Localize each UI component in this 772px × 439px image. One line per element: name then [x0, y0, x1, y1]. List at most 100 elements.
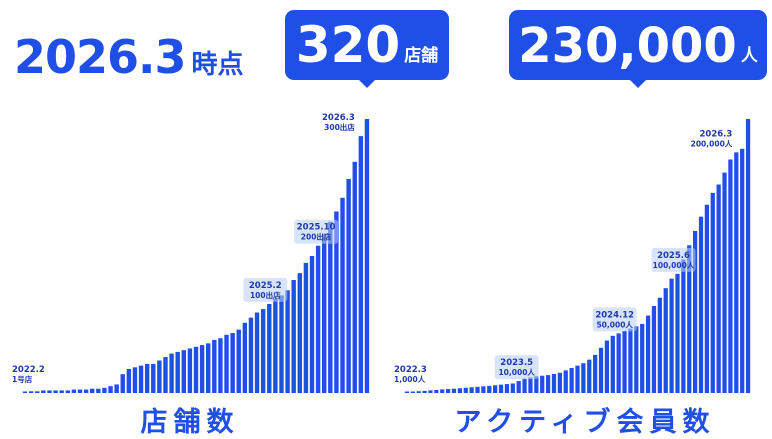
member-bar	[475, 386, 480, 393]
store-bar	[41, 390, 46, 393]
store-bar	[151, 363, 156, 393]
member-bar	[728, 159, 733, 393]
store-annotation-count: 200出店	[301, 232, 332, 242]
store-bar	[163, 357, 168, 393]
store-bar	[334, 211, 339, 393]
store-bar	[364, 119, 370, 393]
store-bar	[285, 290, 290, 393]
member-annotation-date: 2025.6	[657, 251, 690, 261]
store-bar	[218, 338, 223, 393]
store-bar	[53, 390, 58, 393]
member-bar	[551, 373, 557, 393]
store-bar	[273, 298, 278, 393]
store-bar	[22, 391, 28, 393]
store-annotation-date: 2022.2	[12, 365, 45, 375]
member-bar	[628, 328, 633, 393]
store-bar	[28, 391, 34, 393]
member-bar	[493, 385, 498, 393]
member-bar	[651, 306, 657, 393]
member-annotation-count: 1,000人	[394, 375, 426, 384]
member-bar	[410, 391, 415, 393]
store-bar	[248, 317, 254, 393]
store-bar	[71, 389, 77, 393]
store-bar	[193, 346, 199, 393]
store-bar	[199, 345, 205, 393]
member-bar	[516, 381, 521, 393]
store-bar	[47, 390, 52, 393]
member-bar	[634, 326, 639, 393]
member-bar	[404, 391, 410, 393]
member-bar	[428, 390, 433, 393]
member-annotation-date: 2023.5	[500, 358, 533, 368]
store-bar	[212, 339, 217, 393]
store-bar	[83, 389, 89, 393]
member-bar	[622, 331, 627, 393]
member-bar	[610, 335, 615, 393]
store-bar	[230, 333, 235, 393]
store-bar	[322, 233, 327, 393]
member-annotation-highlight	[592, 307, 637, 332]
member-count-unit: 人	[740, 46, 758, 66]
member-bar	[445, 389, 451, 393]
store-annotation-highlight	[243, 277, 288, 302]
store-count-chart-title: 店舗数	[140, 407, 240, 438]
store-bar	[77, 389, 83, 393]
headline-date: 2026.3	[14, 30, 187, 84]
member-bar	[528, 377, 533, 393]
member-bar	[710, 192, 715, 393]
member-annotation-count: 100,000人	[653, 261, 695, 270]
member-bar	[481, 386, 486, 393]
member-bar	[469, 387, 474, 393]
member-bar	[498, 384, 504, 393]
member-count-callout: 230,000 人	[509, 10, 767, 88]
store-bar	[224, 334, 229, 393]
store-bar	[358, 136, 364, 394]
member-bar	[669, 278, 674, 393]
member-bar	[563, 370, 568, 393]
headline: 2026.3 時点	[14, 34, 244, 80]
member-bar	[675, 273, 680, 393]
member-annotation-count: 50,000人	[596, 320, 633, 329]
store-bar	[291, 279, 296, 393]
store-bar	[144, 363, 150, 393]
store-bar	[279, 295, 284, 393]
member-bar	[734, 152, 739, 393]
member-annotation-date: 2022.3	[394, 365, 427, 375]
member-bar	[557, 372, 562, 393]
store-bar	[260, 309, 266, 393]
store-bar	[346, 178, 351, 393]
member-bar	[693, 230, 698, 393]
member-bar	[575, 365, 580, 393]
member-bar	[534, 376, 539, 393]
store-count-callout: 320 店舗	[285, 10, 449, 88]
store-bar	[267, 303, 272, 393]
store-annotation-date: 2025.10	[297, 223, 336, 233]
store-bar	[35, 391, 40, 393]
member-annotation-date: 2026.3	[699, 129, 732, 139]
store-bar	[297, 273, 302, 394]
store-bar	[114, 384, 119, 393]
member-bar	[422, 390, 427, 393]
member-bar	[604, 340, 610, 393]
member-bar	[440, 389, 445, 393]
member-bar	[457, 388, 462, 393]
store-bar	[120, 374, 125, 393]
store-annotation-date: 2026.3	[322, 113, 355, 123]
headline-suffix: 時点	[191, 50, 244, 80]
member-bar	[740, 148, 745, 393]
member-annotation-count: 200,000人	[691, 139, 733, 148]
member-bar	[716, 184, 721, 393]
store-bar	[236, 329, 241, 393]
member-bar	[545, 375, 551, 393]
store-bar	[187, 348, 193, 393]
store-count-value: 320	[295, 16, 401, 74]
member-bar	[704, 204, 709, 393]
member-annotation-count: 10,000人	[498, 368, 535, 377]
member-annotation-date: 2024.12	[595, 310, 634, 320]
store-annotation-count: 100出店	[250, 290, 281, 300]
member-count-chart-title: アクティブ会員数	[454, 407, 716, 438]
store-bar	[169, 353, 174, 393]
